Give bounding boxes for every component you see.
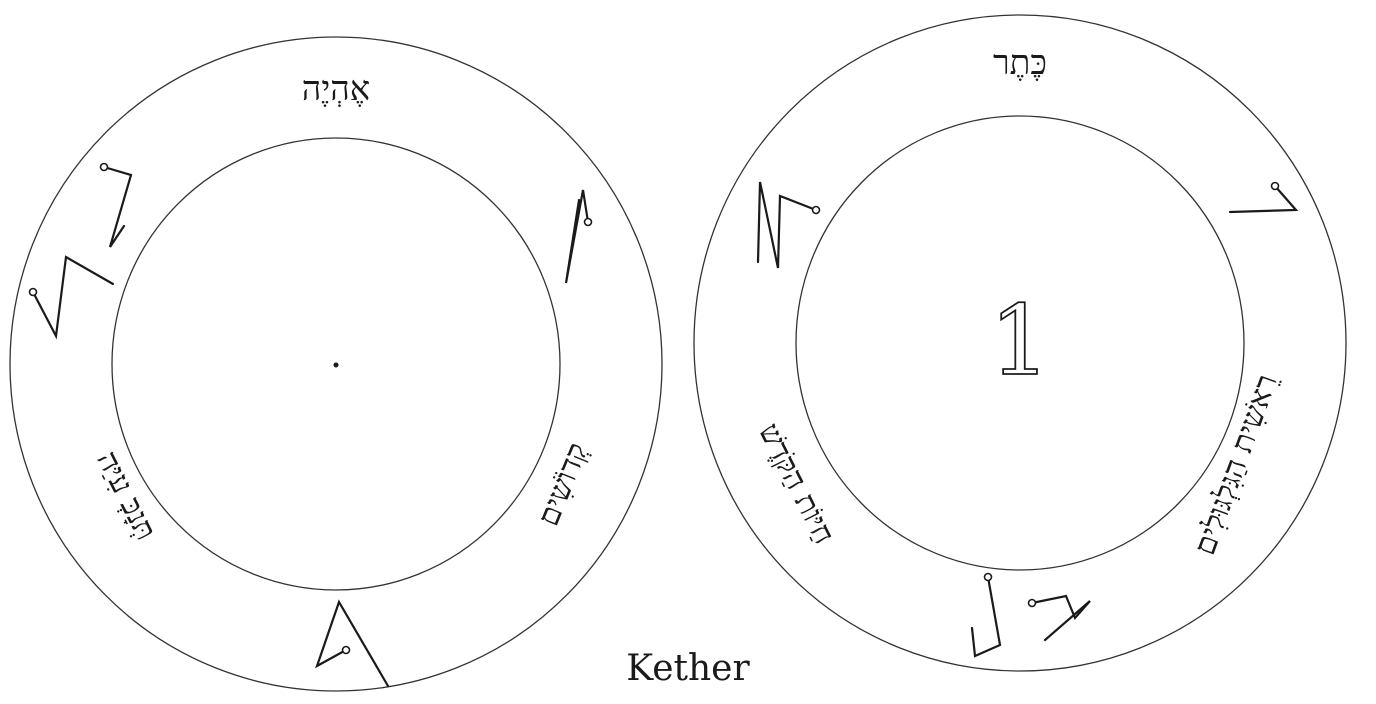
caption: Kether	[626, 648, 750, 689]
left-disc-sigil-left	[28, 255, 115, 340]
right-disc-left-text: חַיּוֹת הַקֹּדֶשׁ	[751, 418, 841, 550]
right-disc-sigil-bottom-right	[1027, 594, 1091, 642]
left-disc-outer-ring	[9, 36, 663, 692]
left-disc-center-point	[333, 362, 339, 368]
right-disc-sephira-name: כֶּתֶר	[993, 43, 1047, 83]
left-disc-sigil-bottom	[315, 599, 390, 688]
right-disc-sigil-upper-right	[1228, 181, 1299, 214]
right-disc: כֶּתֶר 1 חַיּוֹת הַקֹּדֶשׁ רֵאשִׁית הַגִ…	[693, 14, 1347, 672]
right-disc-inner-ring	[795, 115, 1245, 571]
left-disc-inner-ring	[111, 137, 561, 591]
right-disc-sigil-upper-left	[756, 181, 821, 269]
left-disc-sigil-upper-left	[99, 162, 133, 248]
left-disc: אֶהְיֶה תְּנָכְּ עִיַּה קְדוֹשִׁים	[9, 36, 663, 692]
left-disc-left-text: תְּנָכְּ עִיַּה	[89, 446, 163, 546]
right-disc-outer-ring	[693, 14, 1347, 672]
right-disc-right-text: רֵאשִׁית הַגִּלְגּוּלִים	[1187, 370, 1285, 560]
right-disc-center-numeral: 1	[989, 285, 1050, 397]
left-disc-sigil-upper-right	[564, 189, 593, 284]
right-disc-sigil-bottom-left	[970, 572, 1002, 658]
left-disc-right-text: קְדוֹשִׁים	[531, 438, 596, 531]
left-disc-divine-name: אֶהְיֶה	[302, 69, 370, 109]
